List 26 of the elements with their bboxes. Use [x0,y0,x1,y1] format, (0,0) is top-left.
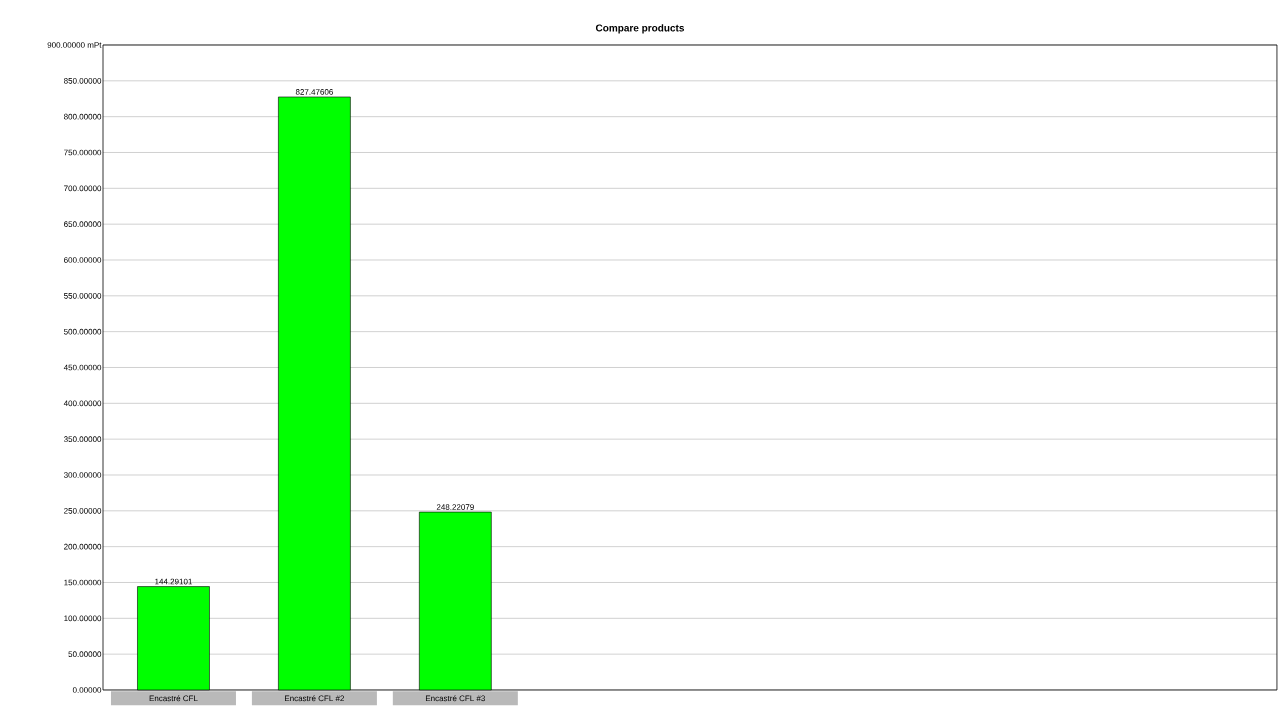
y-tick-label: 100.00000 [64,615,102,622]
x-tick-label: Encastré CFL #3 [425,695,485,702]
y-tick-label: 800.00000 [64,113,102,120]
y-tick-label: 400.00000 [63,400,102,407]
y-tick-label: 0.00000 [72,687,102,693]
y-tick-label: 600.00000 [64,257,102,263]
data-label: 144.29101 [155,578,192,585]
y-tick-label: 50.00000 [68,651,102,657]
y-tick-label: 500.00000 [63,328,102,335]
y-tick-label: 850.00000 [64,78,102,84]
y-tick-label: 750.00000 [64,149,102,156]
y-tick-label: 900.00000 mPt [47,42,102,48]
x-tick-label: Encastré CFL [149,695,198,702]
y-tick-label: 200.00000 [64,543,102,550]
y-tick-label: 450.00000 [63,364,102,371]
y-tick-label: 350.00000 [63,436,102,442]
y-tick-label: 550.00000 [63,292,102,299]
y-tick-label: 700.00000 [64,185,102,192]
y-tick-label: 650.00000 [64,221,102,227]
text: Compare products [595,24,685,34]
data-label: 827.47606 [295,89,333,95]
data-label: 248.22079 [436,504,474,510]
y-tick-label: 250.00000 [64,507,102,514]
y-tick-label: 300.00000 [63,472,102,478]
y-tick-label: 150.00000 [64,579,102,586]
x-tick-label: Encastré CFL #2 [285,695,344,702]
